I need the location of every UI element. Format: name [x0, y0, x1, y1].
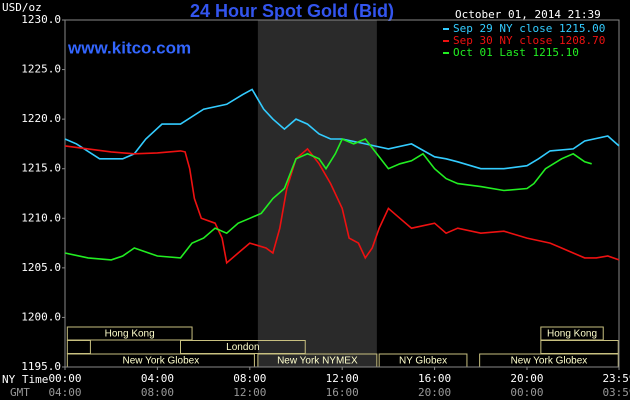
x2-tick-label: 16:00: [326, 386, 359, 399]
legend-label: Sep 30 NY close 1208.70: [453, 34, 605, 47]
x2-tick-label: 00:00: [510, 386, 543, 399]
legend-label: Oct 01 Last 1215.10: [453, 46, 579, 59]
x-tick-label: 20:00: [510, 372, 543, 385]
y-tick-label: 1215.0: [21, 162, 61, 175]
y-tick-label: 1210.0: [21, 211, 61, 224]
session-label: London: [226, 342, 259, 353]
y-tick-label: 1220.0: [21, 112, 61, 125]
y-axis-label: USD/oz: [2, 1, 42, 14]
session-label: New York Globex: [123, 356, 200, 367]
legend-label: Sep 29 NY close 1215.00: [453, 22, 605, 35]
x2-tick-label: 08:00: [141, 386, 174, 399]
session-label: Hong Kong: [105, 329, 155, 340]
y-tick-label: 1230.0: [21, 13, 61, 26]
session-box: [66, 326, 193, 341]
subtitle: www.kitco.com: [67, 38, 191, 57]
x2-tick-label: 12:00: [233, 386, 266, 399]
series-line: [64, 88, 620, 170]
series-line: [64, 145, 620, 265]
x-tick-label: 00:00: [48, 372, 81, 385]
y-tick-label: 1200.0: [21, 310, 61, 323]
session-label: Hong Kong: [547, 329, 597, 340]
session-label: NY Globex: [399, 356, 447, 367]
x-tick-label: 23:59: [602, 372, 630, 385]
x2-tick-label: 04:00: [48, 386, 81, 399]
highlight-range: [257, 20, 377, 367]
x2-tick-label: 03:59: [602, 386, 630, 399]
y-tick-label: 1205.0: [21, 261, 61, 274]
x-tick-label: 12:00: [326, 372, 359, 385]
session-label: New York NYMEX: [277, 356, 358, 367]
timestamp: October 01, 2014 21:39: [455, 8, 601, 21]
session-label: New York Globex: [511, 356, 588, 367]
y-tick-label: 1225.0: [21, 63, 61, 76]
x2-axis-label: GMT: [10, 386, 30, 399]
x2-tick-label: 20:00: [418, 386, 451, 399]
x-tick-label: 08:00: [233, 372, 266, 385]
x-axis-label: NY Time: [2, 373, 48, 386]
series-line: [64, 137, 592, 261]
chart-title: 24 Hour Spot Gold (Bid): [190, 1, 394, 21]
x-tick-label: 04:00: [141, 372, 174, 385]
x-tick-label: 16:00: [418, 372, 451, 385]
y-tick-label: 1195.0: [21, 360, 61, 373]
